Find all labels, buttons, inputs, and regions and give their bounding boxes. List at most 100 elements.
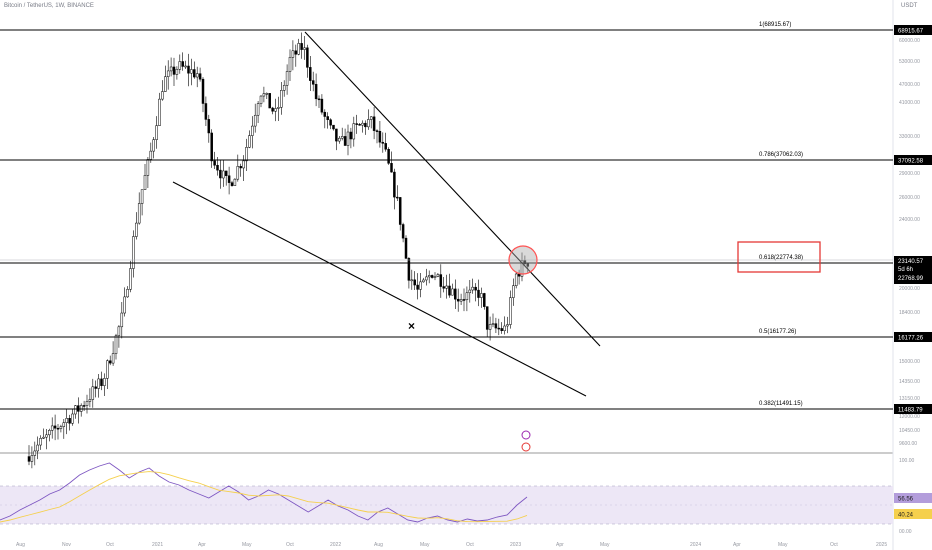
time-axis-label: 2023: [510, 542, 521, 548]
candle-body: [477, 289, 480, 298]
candle-body: [169, 66, 173, 72]
candle-body: [53, 425, 57, 429]
candle-body: [143, 175, 147, 190]
candle-body: [198, 73, 202, 80]
candle-body: [251, 125, 254, 136]
candle-body: [135, 222, 138, 237]
candle-body: [204, 103, 208, 120]
time-axis-label: Aug: [16, 542, 25, 548]
rsi-signal-line: [0, 471, 528, 523]
price-tick-label: 15000.00: [899, 359, 920, 365]
candle-body: [285, 71, 289, 86]
candle-body: [401, 224, 405, 239]
current-price-badge: [894, 256, 932, 284]
candle-body: [439, 274, 443, 287]
candle-body: [375, 130, 379, 132]
candle-body: [140, 189, 144, 204]
candle-body: [442, 286, 445, 289]
candle-body: [355, 123, 358, 125]
candle-body: [404, 237, 408, 259]
time-axis-label: May: [242, 542, 252, 548]
candle-body: [88, 399, 92, 402]
candle-body: [259, 95, 263, 104]
candle-body: [146, 159, 150, 176]
candle-body: [210, 132, 213, 162]
candle-body: [459, 299, 463, 302]
candle-body: [39, 438, 42, 446]
candle-body: [230, 182, 234, 186]
candle-body: [378, 131, 382, 143]
candle-body: [335, 128, 338, 142]
candle-body: [149, 150, 153, 160]
candle-body: [297, 43, 300, 55]
rsi-signal-text: 40.24: [898, 513, 914, 519]
time-axis-label: 2022: [330, 542, 341, 548]
time-axis-label: May: [778, 542, 788, 548]
candle-body: [407, 258, 411, 281]
candle-body: [358, 124, 361, 126]
price-tick-label: 26000.00: [899, 195, 920, 201]
candle-body: [387, 148, 390, 164]
candle-body: [227, 175, 231, 183]
candle-body: [485, 306, 489, 330]
candle-body: [132, 236, 135, 269]
candle-body: [503, 325, 506, 331]
time-axis-label: 2024: [690, 542, 701, 548]
candle-body: [430, 275, 434, 278]
rsi-value-badge: [894, 493, 932, 503]
candle-body: [314, 84, 318, 100]
currency-label: USDT: [901, 3, 918, 9]
candle-body: [419, 281, 422, 290]
rsi-signal-badge: [894, 509, 932, 519]
fib-level-label: 0.786(37062.03): [759, 152, 803, 158]
candle-body: [33, 450, 37, 456]
lower-trendline: [172, 181, 587, 397]
candle-body: [126, 289, 129, 298]
candle-body: [436, 274, 440, 277]
candle-body: [190, 69, 193, 74]
candle-body: [137, 203, 141, 224]
candle-body: [291, 50, 295, 58]
candle-body: [129, 268, 132, 290]
candle-body: [332, 124, 335, 130]
candle-body: [164, 76, 167, 92]
candle-body: [523, 260, 527, 265]
price-axis-badge-text: 37092.58: [898, 159, 924, 165]
current-price-badge-text: 5d 6h: [898, 267, 913, 273]
candle-body: [71, 413, 74, 424]
candle-body: [474, 286, 477, 291]
candle-body: [236, 166, 240, 180]
candle-body: [48, 430, 51, 436]
candle-body: [303, 47, 306, 50]
fib-level-label: 0.618(22774.38): [759, 255, 803, 261]
candle-body: [178, 61, 182, 70]
time-axis-label: Oct: [830, 542, 838, 548]
price-tick-label: 29000.00: [899, 171, 920, 177]
candle-body: [103, 378, 106, 386]
candle-body: [294, 50, 298, 55]
candle-body: [346, 131, 350, 146]
price-tick-label: 24000.00: [899, 217, 920, 223]
candle-body: [338, 137, 341, 142]
price-tick-label: 13150.00: [899, 396, 920, 402]
candle-body: [242, 160, 245, 169]
candle-body: [509, 297, 512, 325]
candle-body: [398, 197, 402, 225]
price-tick-label: 41000.00: [899, 100, 920, 106]
price-tick-label: 14350.00: [899, 379, 920, 385]
time-axis-label: 2021: [152, 542, 163, 548]
candle-body: [514, 273, 518, 286]
time-axis-label: Aug: [374, 542, 383, 548]
candle-body: [117, 326, 121, 337]
candle-body: [381, 141, 385, 144]
candle-body: [300, 43, 303, 50]
candle-body: [317, 98, 321, 101]
candle-body: [155, 125, 158, 140]
candle-body: [68, 418, 71, 424]
candle-body: [494, 323, 498, 329]
candle-body: [323, 111, 327, 117]
candle-body: [361, 122, 364, 126]
candle-body: [282, 85, 286, 91]
candle-body: [166, 70, 170, 77]
